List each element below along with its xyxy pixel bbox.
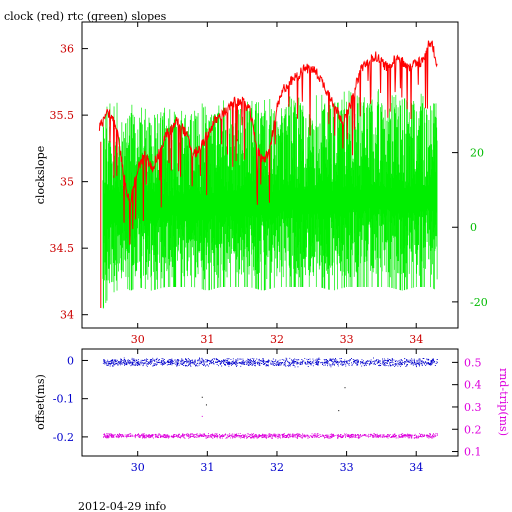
y2-tick-label: -20 (470, 296, 488, 309)
bottom-y2-axis-label: rnd-trip(ms) (497, 368, 510, 436)
x-tick-label: 34 (409, 333, 423, 346)
x-tick-label: 32 (270, 333, 284, 346)
y2-tick-label: 0 (470, 221, 477, 234)
chart-title: clock (red) rtc (green) slopes (4, 10, 167, 23)
bottom-y-axis: 0 -0.1 -0.2 (53, 354, 88, 444)
x-tick-label: 30 (131, 461, 145, 474)
x-tick-label: 33 (340, 333, 354, 346)
y2-tick-label: 0.5 (464, 356, 482, 369)
y-tick-label: 35.5 (50, 109, 75, 122)
x-tick-label: 33 (340, 461, 354, 474)
top-panel: 30 31 32 33 34 34 34.5 35 35.5 36 -20 0 20 clocksl… (34, 21, 488, 346)
bottom-y-axis-label: offset(ms) (34, 374, 47, 430)
outlier-point (201, 396, 203, 398)
y-tick-label: 34 (60, 309, 74, 322)
outlier-point (338, 410, 340, 412)
clock-series (98, 40, 438, 309)
y2-tick-label: 0.4 (464, 379, 482, 392)
y2-tick-label: 20 (470, 147, 484, 160)
y2-tick-label: 0.2 (464, 423, 482, 436)
x-tick-label: 32 (270, 461, 284, 474)
bottom-panel: 30 31 32 33 34 0 -0.1 -0.2 0.5 0.4 0.3 0.2 0.1 off… (34, 348, 510, 474)
y2-tick-label: 0.1 (464, 446, 482, 459)
y-tick-label: 36 (60, 43, 74, 56)
y2-tick-label: 0.3 (464, 401, 482, 414)
rnd-trip-points (103, 432, 438, 439)
top-x-axis: 30 31 32 33 34 (131, 22, 423, 346)
clock-line (98, 40, 438, 245)
y-tick-label: -0.1 (53, 393, 74, 406)
bottom-x-axis: 30 31 32 33 34 (131, 349, 423, 474)
outlier-point (201, 415, 203, 417)
top-y-axis: 34 34.5 35 35.5 36 (50, 43, 88, 322)
bottom-plot-frame (81, 348, 459, 457)
rtc-line (102, 89, 438, 309)
y-tick-label: -0.2 (53, 431, 74, 444)
footer-caption: 2012-04-29 info (78, 500, 167, 512)
outlier-point (344, 387, 346, 389)
top-y-axis-label: clockslope (34, 146, 47, 204)
x-tick-label: 31 (200, 461, 214, 474)
y-tick-label: 0 (67, 354, 74, 367)
bottom-y2-axis: 0.5 0.4 0.3 0.2 0.1 (452, 356, 482, 459)
x-tick-label: 34 (409, 461, 423, 474)
top-y2-axis: -20 0 20 (452, 147, 488, 309)
offset-points (102, 357, 438, 368)
x-tick-label: 31 (200, 333, 214, 346)
outlier-point (205, 404, 207, 406)
top-plot-frame (81, 21, 459, 329)
x-tick-label: 30 (131, 333, 145, 346)
y-tick-label: 35 (60, 176, 74, 189)
bottom-scatter-points (102, 357, 438, 439)
rtc-series (102, 89, 438, 309)
y-tick-label: 34.5 (50, 242, 75, 255)
